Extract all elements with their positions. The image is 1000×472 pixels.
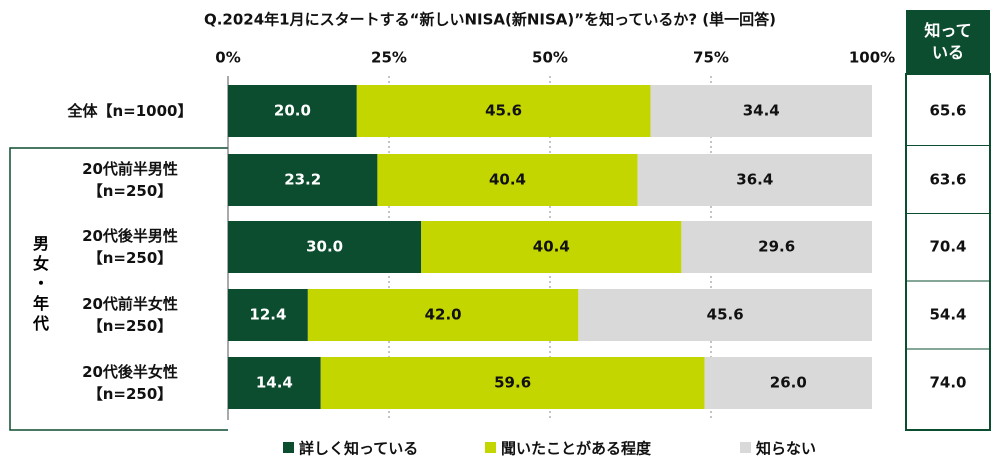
- data-label: 45.6: [485, 102, 522, 120]
- bar-segment: [228, 85, 357, 137]
- group-bracket: [9, 147, 228, 431]
- bar-segment: [637, 154, 872, 206]
- side-value: 63.6: [929, 171, 966, 189]
- data-label: 45.6: [707, 306, 744, 324]
- data-label: 14.4: [256, 374, 293, 392]
- side-header: 知って いる: [906, 10, 990, 74]
- data-label: 59.6: [494, 374, 531, 392]
- side-value: 70.4: [929, 238, 966, 256]
- side-value: 65.6: [929, 102, 966, 120]
- data-label: 30.0: [306, 238, 343, 256]
- bar-segment: [228, 289, 308, 341]
- bar-segment: [421, 221, 682, 273]
- data-label: 34.4: [743, 102, 780, 120]
- category-label: 20代前半女性 【n=250】: [82, 295, 178, 335]
- category-label: 全体【n=1000】: [67, 102, 193, 120]
- side-box: [905, 73, 991, 431]
- chart-title: Q.2024年1月にスタートする“新しいNISA(新NISA)”を知っているか?…: [204, 11, 776, 29]
- category-label: 20代前半男性 【n=250】: [82, 160, 178, 200]
- x-tick-label: 75%: [693, 49, 729, 67]
- legend-label: 詳しく知っている: [299, 440, 418, 458]
- data-label: 36.4: [736, 171, 773, 189]
- data-label: 12.4: [249, 306, 286, 324]
- legend-label: 知らない: [756, 440, 816, 458]
- bar-segment: [377, 154, 638, 206]
- data-label: 42.0: [425, 306, 462, 324]
- x-tick-label: 50%: [532, 49, 568, 67]
- bar-segment: [578, 289, 872, 341]
- legend-swatch: [740, 442, 751, 453]
- side-value: 74.0: [929, 374, 966, 392]
- bar-segment: [307, 289, 579, 341]
- legend-swatch: [485, 442, 496, 453]
- legend-label: 聞いたことがある程度: [501, 440, 652, 458]
- bar-segment: [704, 357, 872, 409]
- data-label: 20.0: [274, 102, 311, 120]
- bar-segment: [228, 221, 422, 273]
- data-label: 40.4: [533, 238, 570, 256]
- bar-segment: [228, 357, 321, 409]
- bar-segment: [320, 357, 705, 409]
- side-value: 54.4: [929, 306, 966, 324]
- data-label: 23.2: [284, 171, 321, 189]
- x-tick-label: 0%: [215, 49, 240, 67]
- category-label: 20代後半男性 【n=250】: [82, 227, 178, 267]
- data-label: 40.4: [489, 171, 526, 189]
- bar-segment: [650, 85, 872, 137]
- bar-segment: [356, 85, 651, 137]
- group-label: 男女・年代: [30, 235, 49, 335]
- x-tick-label: 100%: [849, 49, 895, 67]
- x-tick-label: 25%: [371, 49, 407, 67]
- data-label: 26.0: [770, 374, 807, 392]
- bar-segment: [228, 154, 378, 206]
- bar-segment: [681, 221, 872, 273]
- data-label: 29.6: [758, 238, 795, 256]
- legend-swatch: [283, 442, 294, 453]
- category-label: 20代後半女性 【n=250】: [82, 363, 178, 403]
